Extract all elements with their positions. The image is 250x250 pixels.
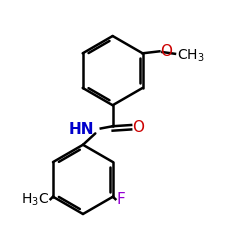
Text: H$_3$C: H$_3$C bbox=[22, 192, 50, 208]
Text: HN: HN bbox=[69, 122, 94, 137]
Text: F: F bbox=[116, 192, 125, 208]
Text: CH$_3$: CH$_3$ bbox=[177, 48, 205, 64]
Text: O: O bbox=[160, 44, 172, 59]
Text: O: O bbox=[132, 120, 144, 135]
